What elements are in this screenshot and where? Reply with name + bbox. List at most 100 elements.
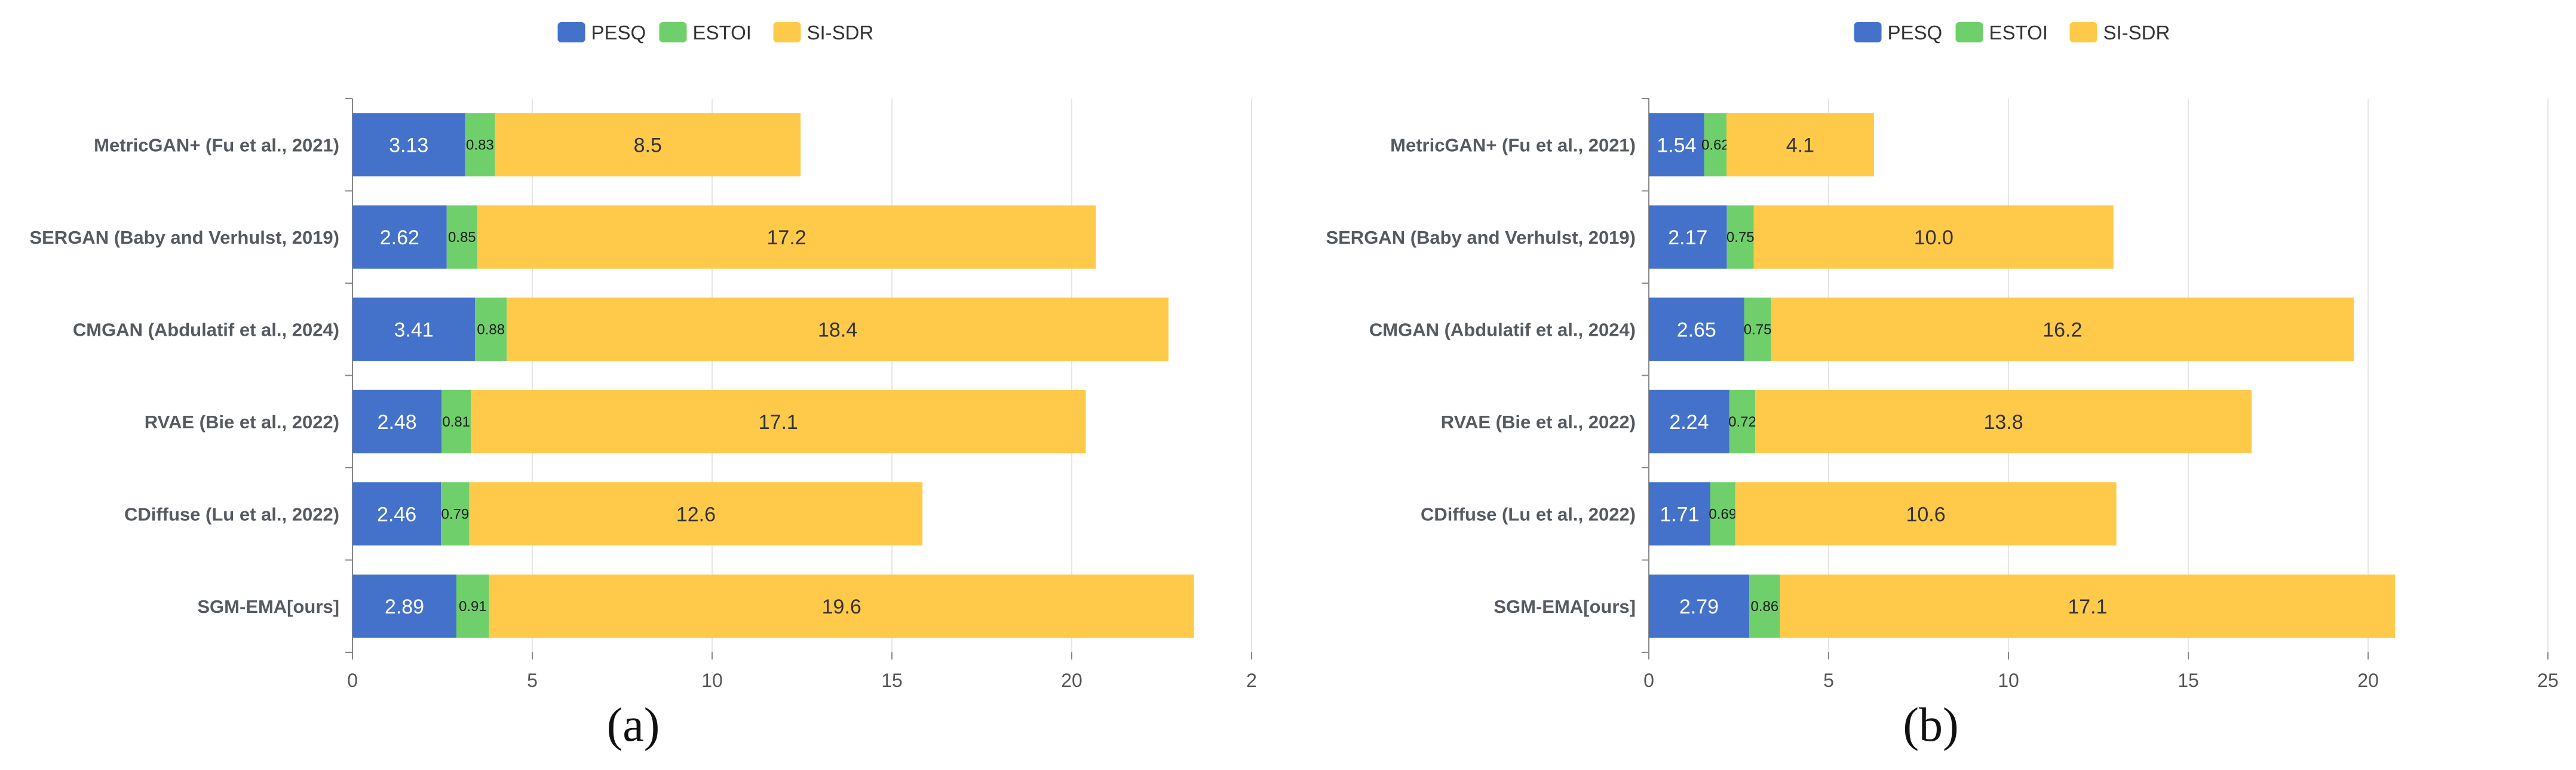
legend-label-sisdr: SI-SDR: [2103, 22, 2170, 44]
data-label-sisdr: 12.6: [676, 503, 716, 526]
bar-segment-estoi: [1726, 205, 1754, 269]
legend-swatch-estoi: [659, 22, 687, 42]
panel-label: (b): [1903, 699, 1958, 751]
bar-segment-pesq: [352, 205, 447, 269]
bar-segment-pesq: [352, 297, 476, 361]
bar-segment-estoi: [441, 482, 470, 546]
data-label-estoi: 0.75: [1744, 321, 1772, 338]
data-label-estoi: 0.81: [442, 414, 470, 430]
x-tick-label: 25: [2537, 670, 2559, 691]
data-label-sisdr: 16.2: [2043, 318, 2082, 341]
bar-segment-pesq: [1649, 113, 1704, 177]
x-tick-label: 5: [1823, 670, 1834, 691]
bar-segment-sisdr: [495, 113, 801, 177]
data-label-sisdr: 10.6: [1906, 503, 1945, 526]
legend-label-sisdr: SI-SDR: [807, 22, 874, 44]
x-tick-label: 2: [1246, 670, 1257, 691]
category-label: CMGAN (Abdulatif et al., 2024): [1369, 319, 1636, 340]
x-tick-label: 20: [1061, 670, 1082, 691]
legend-swatch-sisdr: [773, 22, 801, 42]
data-label-estoi: 0.72: [1728, 414, 1756, 430]
data-label-estoi: 0.69: [1709, 506, 1737, 522]
data-label-sisdr: 10.0: [1914, 226, 1954, 249]
bar-segment-pesq: [1649, 574, 1749, 638]
bar-segment-sisdr: [1771, 297, 2354, 361]
data-label-sisdr: 13.8: [1983, 411, 2023, 434]
category-label: SERGAN (Baby and Verhulst, 2019): [29, 227, 339, 248]
legend-swatch-pesq: [1854, 22, 1882, 42]
bar-segment-sisdr: [489, 574, 1194, 638]
category-label: RVAE (Bie et al., 2022): [145, 412, 339, 432]
x-tick-label: 20: [2357, 670, 2379, 691]
category-label: RVAE (Bie et al., 2022): [1441, 412, 1636, 432]
legend-label-estoi: ESTOI: [1989, 22, 2048, 44]
bar-segment-pesq: [1649, 482, 1710, 546]
data-label-pesq: 2.46: [377, 503, 416, 526]
data-label-pesq: 1.71: [1660, 503, 1699, 526]
bar-segment-estoi: [1744, 297, 1771, 361]
category-label: CDiffuse (Lu et al., 2022): [1421, 504, 1636, 524]
bar-segment-estoi: [1729, 389, 1756, 453]
bar-segment-pesq: [1649, 205, 1727, 269]
bar-segment-estoi: [1710, 482, 1735, 546]
bar-segment-pesq: [352, 113, 465, 177]
bar-segment-estoi: [1704, 113, 1727, 177]
x-tick-label: 15: [2178, 670, 2199, 691]
x-tick-label: 0: [347, 670, 358, 691]
data-label-pesq: 3.13: [389, 134, 428, 157]
data-label-estoi: 0.86: [1750, 599, 1778, 615]
x-tick-label: 0: [1643, 670, 1654, 691]
category-label: MetricGAN+ (Fu et al., 2021): [1390, 134, 1636, 155]
data-label-sisdr: 17.1: [759, 411, 798, 434]
category-label: MetricGAN+ (Fu et al., 2021): [94, 134, 339, 155]
bar-segment-sisdr: [1780, 574, 2396, 638]
bar-segment-pesq: [352, 389, 442, 453]
data-label-sisdr: 8.5: [634, 134, 662, 157]
bar-segment-estoi: [1749, 574, 1780, 638]
data-label-estoi: 0.85: [448, 229, 476, 246]
chart-panel-b: 0 5 10 15 20 25 MetricGAN+ (Fu et al., 2021) 1.…: [1326, 22, 2558, 751]
data-label-sisdr: 18.4: [818, 318, 857, 341]
data-label-pesq: 2.79: [1679, 596, 1719, 618]
bar-segment-estoi: [475, 297, 507, 361]
data-label-sisdr: 17.1: [2068, 596, 2107, 618]
x-tick-label: 10: [701, 670, 723, 691]
data-label-pesq: 3.41: [394, 318, 434, 341]
x-tick-label: 15: [881, 670, 903, 691]
legend-swatch-sisdr: [2069, 22, 2097, 42]
bar-segment-sisdr: [469, 482, 923, 546]
data-label-pesq: 2.62: [380, 226, 419, 249]
bar-segment-estoi: [441, 389, 471, 453]
bar-segment-pesq: [352, 574, 456, 638]
bar-segment-pesq: [1649, 389, 1729, 453]
data-label-estoi: 0.79: [441, 506, 470, 522]
bar-segment-estoi: [456, 574, 489, 638]
bar-segment-estoi: [446, 205, 477, 269]
bar-segment-pesq: [352, 482, 441, 546]
bar-segment-pesq: [1649, 297, 1744, 361]
data-label-pesq: 2.65: [1677, 318, 1716, 341]
legend-label-pesq: PESQ: [1888, 22, 1943, 44]
bar-segment-sisdr: [1735, 482, 2117, 546]
bar-segment-sisdr: [1726, 113, 1874, 177]
x-tick-label: 10: [1998, 670, 2019, 691]
data-label-estoi: 0.91: [459, 599, 487, 615]
data-label-pesq: 2.17: [1668, 226, 1707, 249]
category-label: SGM-EMA[ours]: [1494, 596, 1636, 617]
bar-segment-sisdr: [507, 297, 1169, 361]
data-label-estoi: 0.83: [466, 137, 494, 153]
legend-label-pesq: PESQ: [591, 22, 646, 44]
data-label-estoi: 0.62: [1701, 137, 1729, 153]
chart-panel-a: 0 5 10 15 20 2 MetricGAN+ (Fu et al., 2021) 3.1…: [29, 22, 1256, 751]
bar-segment-sisdr: [1755, 389, 2252, 453]
bar-segment-estoi: [465, 113, 495, 177]
legend-swatch-estoi: [1955, 22, 1983, 42]
data-label-pesq: 1.54: [1657, 134, 1696, 157]
category-label: CMGAN (Abdulatif et al., 2024): [73, 319, 339, 340]
data-label-sisdr: 4.1: [1786, 134, 1814, 157]
legend-label-estoi: ESTOI: [693, 22, 752, 44]
bar-segment-sisdr: [471, 389, 1086, 453]
bar-segment-sisdr: [477, 205, 1096, 269]
data-label-sisdr: 17.2: [767, 226, 806, 249]
